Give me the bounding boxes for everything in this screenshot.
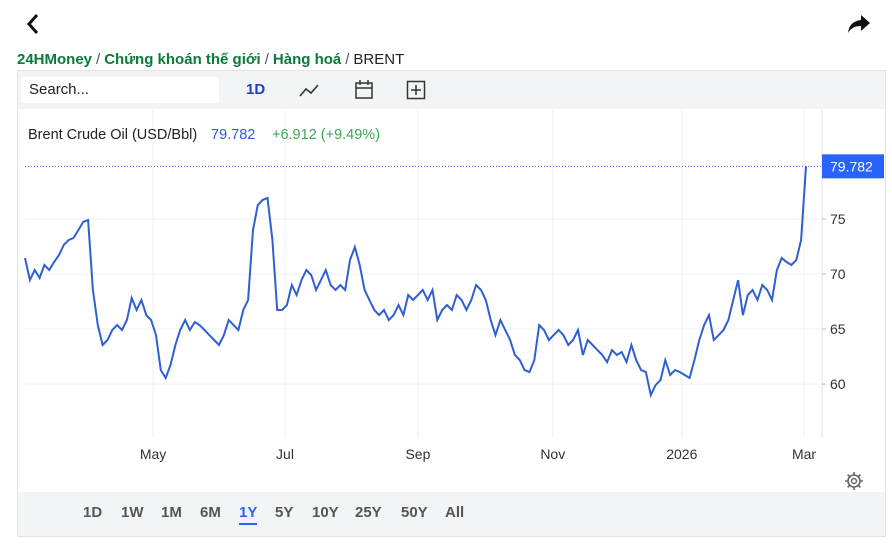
settings-button[interactable] — [844, 471, 864, 491]
x-tick-label: Sep — [405, 446, 430, 462]
range-button[interactable]: 25Y — [355, 504, 382, 521]
crumb-link[interactable]: 24HMoney — [17, 51, 93, 68]
range-button[interactable]: 6M — [200, 504, 221, 521]
chart: Brent Crude Oil (USD/Bbl) 79.782 +6.912 … — [24, 110, 884, 462]
range-button[interactable]: 1W — [121, 504, 144, 521]
range-button[interactable]: 50Y — [401, 504, 428, 521]
search-box[interactable]: Search... — [21, 77, 219, 103]
range-button[interactable]: 1Y — [239, 504, 258, 525]
date-range-button[interactable] — [354, 79, 374, 101]
legend-value: 79.782 — [211, 127, 255, 143]
x-tick-label: Nov — [540, 446, 565, 462]
crumb-current: BRENT — [353, 51, 405, 68]
separator: / — [96, 51, 101, 68]
add-button[interactable] — [406, 80, 426, 100]
crumb-link[interactable]: Hàng hoá — [272, 51, 342, 68]
separator: / — [264, 51, 269, 68]
separator: / — [345, 51, 350, 68]
range-button[interactable]: 1M — [161, 504, 182, 521]
x-tick-label: May — [140, 446, 166, 462]
share-button[interactable] — [846, 12, 872, 36]
chart-type-button[interactable] — [298, 80, 320, 100]
last-price-label: 79.782 — [830, 158, 873, 174]
breadcrumb: 24HMoney / Chứng khoán thế giới / Hàng hoá / B… — [17, 51, 404, 68]
legend-change: +6.912 (+9.49%) — [272, 127, 380, 143]
crumb-link[interactable]: Chứng khoán thế giới — [104, 51, 261, 68]
price-line — [24, 166, 807, 399]
range-button[interactable]: 10Y — [312, 504, 339, 521]
range-button[interactable]: 5Y — [275, 504, 294, 521]
last-price-box — [822, 154, 884, 179]
x-tick-label: Mar — [792, 446, 816, 462]
back-button[interactable] — [22, 12, 46, 36]
range-button[interactable]: All — [445, 504, 465, 521]
y-tick-label: 65 — [830, 321, 846, 337]
range-button[interactable]: 1D — [83, 504, 103, 521]
toolbar: Search... 1D — [18, 71, 885, 109]
range-bar: 1D 1W 1M 6M 1Y 5Y 10Y 25Y 50Y All — [18, 492, 885, 536]
y-tick-label: 70 — [830, 266, 846, 282]
x-tick-label: 2026 — [666, 446, 697, 462]
y-tick-label: 75 — [830, 211, 846, 227]
legend-name: Brent Crude Oil (USD/Bbl) — [28, 127, 197, 143]
x-tick-label: Jul — [276, 446, 294, 462]
y-tick-label: 60 — [830, 376, 846, 392]
interval-button[interactable]: 1D — [246, 81, 266, 98]
